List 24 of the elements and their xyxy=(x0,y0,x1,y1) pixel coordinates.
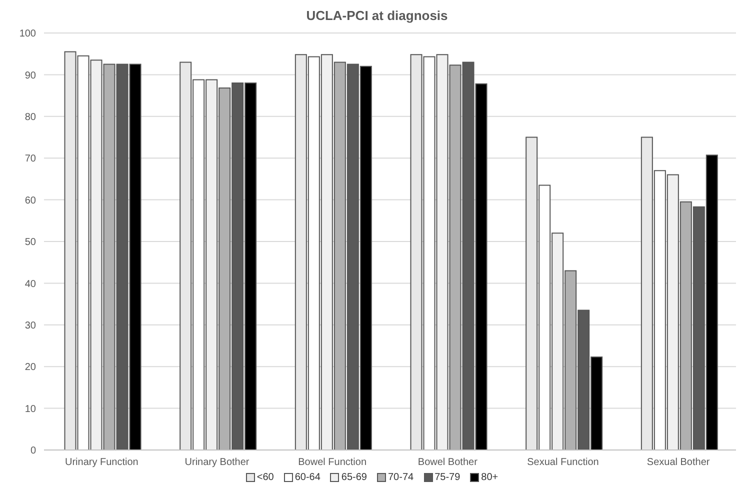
chart-title: UCLA-PCI at diagnosis xyxy=(305,8,449,25)
x-tick-label: Sexual Bother xyxy=(646,457,710,468)
y-tick-label: 90 xyxy=(24,70,36,82)
y-tick-label: 100 xyxy=(19,28,36,40)
x-tick-label: Sexual Function xyxy=(527,457,599,468)
y-tick-label: 0 xyxy=(30,446,36,457)
y-tick-label: 70 xyxy=(24,154,36,165)
x-tick-label: Bowel Function xyxy=(298,457,367,468)
legend-label: 75-79 xyxy=(434,472,460,483)
legend-label: 80+ xyxy=(481,472,498,483)
y-tick-label: 80 xyxy=(24,112,36,123)
y-tick-label: 40 xyxy=(24,278,36,290)
legend-label: 65-69 xyxy=(341,472,367,483)
legend-label: 60-64 xyxy=(294,472,320,483)
y-tick-label: 60 xyxy=(24,195,36,206)
x-tick-label: Urinary Bother xyxy=(184,457,250,468)
y-tick-label: 30 xyxy=(24,320,36,332)
y-tick-label: 50 xyxy=(24,237,36,248)
legend-label: <60 xyxy=(256,472,274,483)
y-tick-label: 20 xyxy=(24,362,36,374)
x-tick-label: Urinary Function xyxy=(64,457,138,468)
legend-label: 70-74 xyxy=(388,472,414,483)
x-tick-label: Bowel Bother xyxy=(418,457,478,468)
y-tick-label: 10 xyxy=(24,404,36,415)
